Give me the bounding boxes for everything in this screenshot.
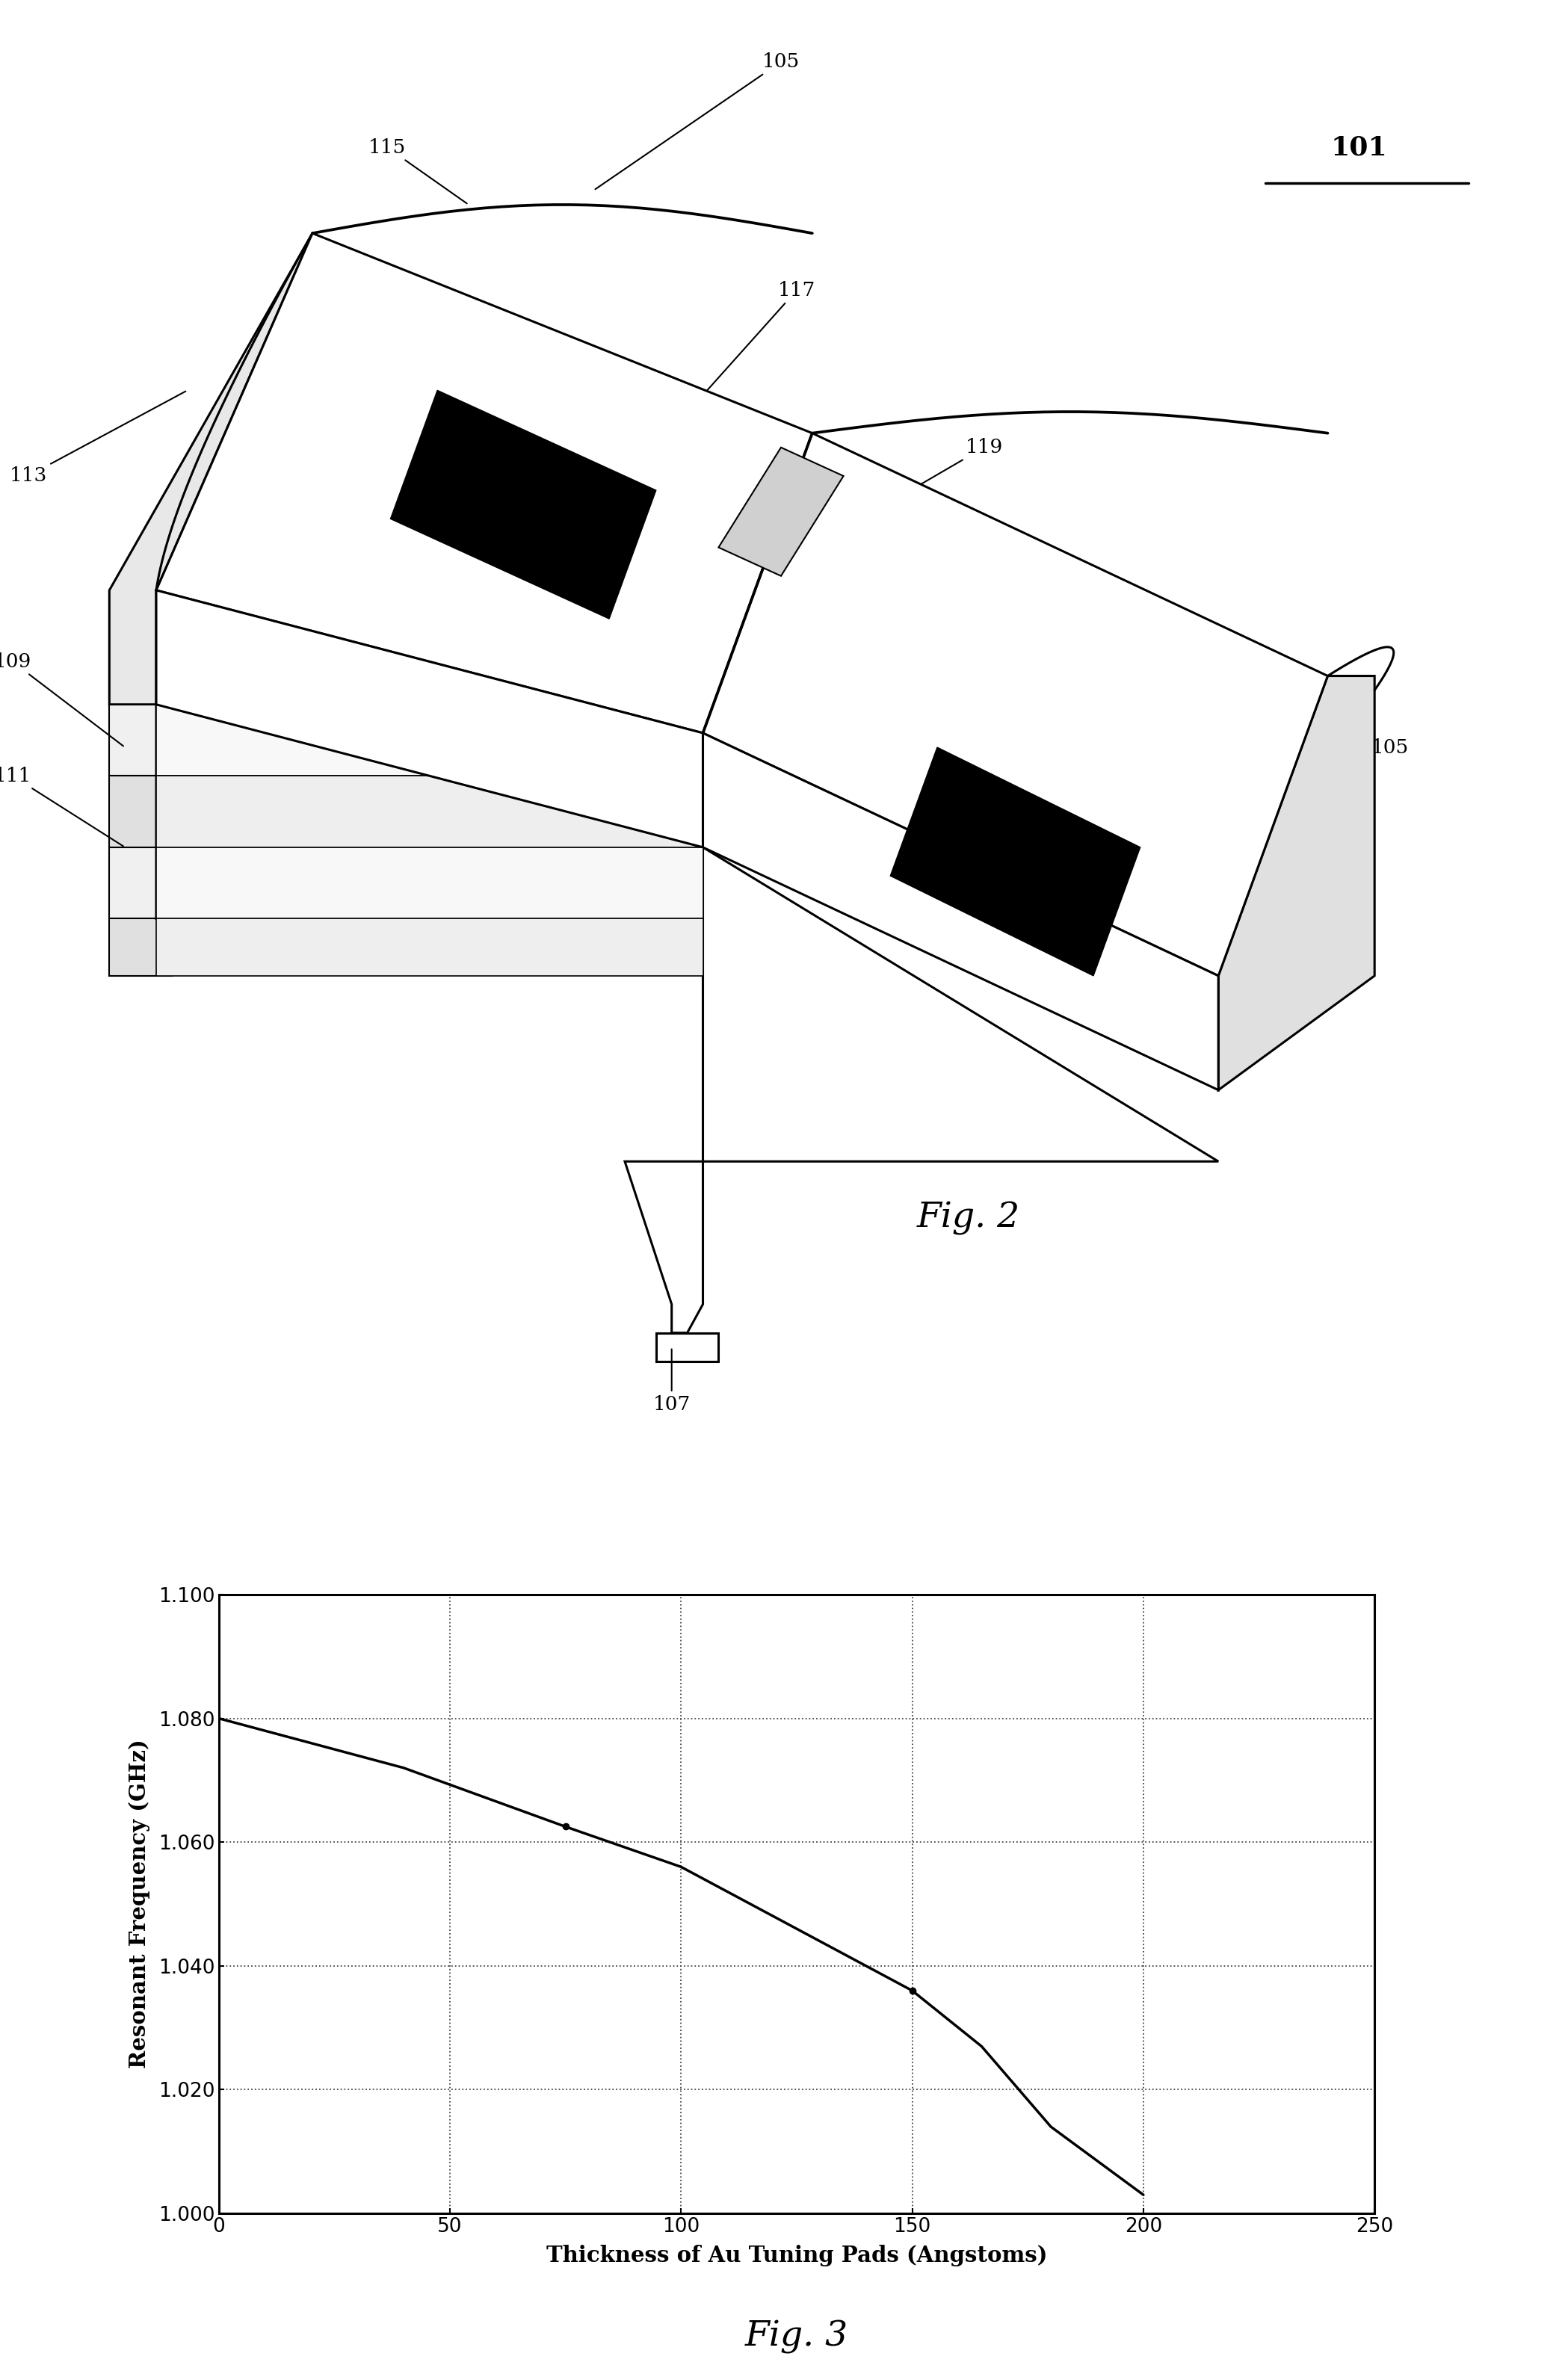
Polygon shape — [1218, 676, 1375, 1090]
Polygon shape — [890, 747, 1140, 976]
Text: 115: 115 — [369, 138, 467, 202]
Polygon shape — [109, 704, 172, 776]
Polygon shape — [109, 847, 172, 919]
Text: Fig. 2: Fig. 2 — [917, 1202, 1020, 1235]
Text: 105: 105 — [595, 52, 800, 190]
Polygon shape — [109, 919, 172, 976]
Text: 101: 101 — [1331, 136, 1387, 159]
Polygon shape — [156, 233, 812, 733]
Text: 117: 117 — [658, 281, 815, 445]
Polygon shape — [719, 447, 843, 576]
Polygon shape — [156, 847, 703, 919]
Text: 109: 109 — [0, 652, 123, 745]
Text: 107: 107 — [653, 1349, 690, 1414]
Polygon shape — [703, 847, 1218, 1161]
Text: 103: 103 — [372, 538, 409, 557]
Polygon shape — [390, 390, 656, 619]
Text: 105: 105 — [1371, 738, 1409, 757]
Polygon shape — [156, 704, 703, 776]
Text: 113: 113 — [9, 390, 186, 486]
Text: 119: 119 — [814, 438, 1003, 547]
Polygon shape — [625, 1161, 703, 1333]
Polygon shape — [156, 704, 703, 919]
Y-axis label: Resonant Frequency (GHz): Resonant Frequency (GHz) — [128, 1740, 150, 2068]
Polygon shape — [156, 776, 703, 847]
Text: 111: 111 — [0, 766, 123, 847]
X-axis label: Thickness of Au Tuning Pads (Angstoms): Thickness of Au Tuning Pads (Angstoms) — [547, 2244, 1047, 2266]
Polygon shape — [109, 233, 312, 704]
Polygon shape — [156, 590, 703, 847]
Polygon shape — [703, 733, 1218, 1090]
Text: 117: 117 — [1262, 695, 1300, 714]
Polygon shape — [156, 919, 703, 976]
Text: Fig. 3: Fig. 3 — [745, 2320, 848, 2354]
Polygon shape — [703, 433, 1328, 976]
Polygon shape — [109, 776, 172, 847]
Text: 103: 103 — [965, 809, 1003, 828]
Polygon shape — [656, 1333, 719, 1361]
